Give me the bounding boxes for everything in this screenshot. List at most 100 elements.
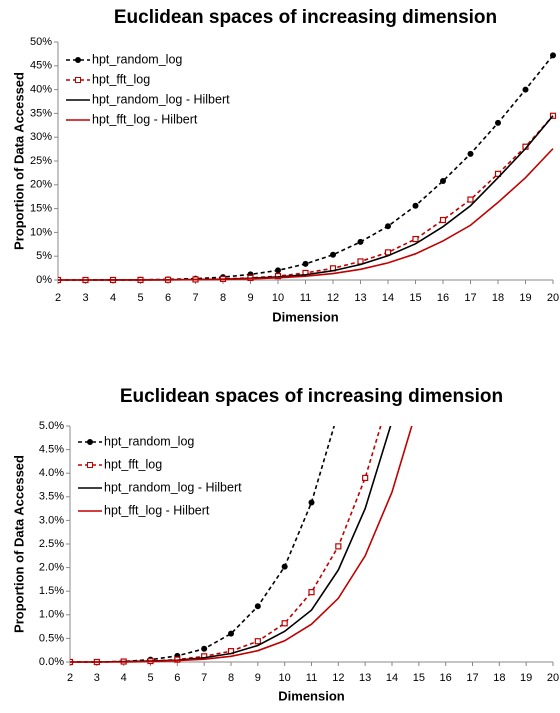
- x-tick-label: 18: [493, 672, 505, 684]
- x-tick-label: 3: [94, 672, 100, 684]
- marker: [308, 499, 315, 506]
- marker: [416, 254, 421, 259]
- series-line: [58, 54, 554, 281]
- x-tick-label: 4: [121, 672, 127, 684]
- legend-label: hpt_fft_log: [104, 457, 162, 471]
- x-tick-label: 18: [492, 292, 504, 304]
- y-tick-label: 4.5%: [39, 444, 64, 456]
- y-tick-label: 25%: [30, 155, 52, 167]
- x-tick-label: 9: [247, 292, 253, 304]
- x-tick-label: 19: [520, 672, 532, 684]
- series-line: [58, 148, 554, 281]
- x-axis-title: Dimension: [278, 688, 345, 703]
- marker: [467, 196, 474, 203]
- x-tick-label: 14: [382, 292, 394, 304]
- x-tick-label: 7: [192, 292, 198, 304]
- x-tick-label: 4: [110, 292, 116, 304]
- y-axis-title: Proportion of Data Accessed: [11, 455, 26, 633]
- y-tick-label: 20%: [30, 179, 52, 191]
- marker: [439, 216, 447, 224]
- x-tick-label: 16: [437, 292, 449, 304]
- marker: [357, 238, 364, 245]
- y-tick-label: 15%: [30, 203, 52, 215]
- plot-area: [58, 52, 557, 284]
- marker: [281, 563, 288, 570]
- legend-marker: [75, 77, 81, 83]
- y-tick-label: 2.5%: [39, 538, 64, 550]
- y-axis-title: Proportion of Data Accessed: [11, 72, 26, 250]
- marker: [412, 235, 419, 243]
- series-line: [70, 426, 413, 663]
- x-tick-label: 6: [165, 292, 171, 304]
- marker: [443, 65, 448, 70]
- x-tick-label: 12: [327, 292, 339, 304]
- y-tick-label: 5.0%: [39, 420, 64, 432]
- legend-label: hpt_fft_log - Hilbert: [92, 112, 198, 126]
- legend-label: hpt_random_log - Hilbert: [92, 92, 230, 106]
- marker: [335, 409, 341, 415]
- marker: [254, 603, 261, 610]
- marker: [330, 251, 336, 258]
- marker: [201, 645, 208, 652]
- legend-label: hpt_random_log: [92, 52, 182, 66]
- marker: [302, 260, 309, 267]
- x-tick-label: 5: [137, 292, 143, 304]
- x-tick-label: 15: [409, 292, 421, 304]
- y-tick-label: 1.5%: [39, 585, 64, 597]
- marker: [254, 638, 261, 645]
- x-tick-label: 7: [201, 672, 207, 684]
- x-tick-label: 11: [300, 292, 311, 304]
- x-tick-label: 19: [519, 292, 531, 304]
- series-line: [58, 115, 554, 281]
- legend-marker: [75, 57, 81, 63]
- marker: [389, 126, 395, 132]
- x-axis-title: Dimension: [272, 309, 339, 324]
- chart-title: Euclidean spaces of increasing dimension: [120, 386, 503, 407]
- marker: [308, 589, 315, 596]
- y-tick-label: 50%: [30, 36, 52, 48]
- marker: [412, 202, 419, 209]
- x-tick-label: 6: [174, 672, 180, 684]
- x-tick-label: 8: [228, 672, 234, 684]
- x-tick-label: 20: [547, 292, 559, 304]
- y-tick-label: 40%: [30, 84, 52, 96]
- x-tick-label: 2: [67, 672, 73, 684]
- y-tick-label: 4.0%: [39, 467, 64, 479]
- marker: [494, 170, 502, 177]
- chart-title: Euclidean spaces of increasing dimension: [114, 7, 497, 28]
- x-tick-label: 17: [466, 672, 478, 684]
- legend-label: hpt_fft_log - Hilbert: [104, 503, 210, 517]
- y-tick-label: 0.0%: [39, 656, 64, 668]
- marker: [228, 630, 234, 637]
- marker: [467, 150, 474, 157]
- y-tick-label: 0.5%: [39, 632, 64, 644]
- y-tick-label: 0%: [36, 274, 52, 286]
- marker: [281, 620, 288, 627]
- x-tick-label: 10: [272, 292, 284, 304]
- x-tick-label: 12: [332, 672, 344, 684]
- marker: [275, 267, 281, 274]
- marker: [550, 52, 556, 59]
- y-tick-label: 30%: [30, 131, 52, 143]
- x-tick-label: 10: [279, 672, 291, 684]
- marker: [385, 223, 391, 230]
- x-tick-label: 13: [359, 672, 371, 684]
- y-tick-label: 3.0%: [39, 514, 64, 526]
- marker: [362, 281, 368, 287]
- y-tick-label: 10%: [30, 226, 52, 238]
- x-tick-label: 16: [440, 672, 452, 684]
- x-tick-label: 11: [306, 672, 317, 684]
- legend-marker: [87, 439, 93, 445]
- marker: [362, 474, 369, 482]
- y-tick-label: 2.0%: [39, 562, 64, 574]
- y-tick-label: 35%: [30, 107, 52, 119]
- marker: [495, 119, 501, 126]
- x-tick-label: 17: [464, 292, 476, 304]
- legend-label: hpt_fft_log: [92, 72, 150, 86]
- x-tick-label: 9: [255, 672, 261, 684]
- x-tick-label: 8: [220, 292, 226, 304]
- marker: [335, 543, 342, 550]
- x-tick-label: 20: [547, 672, 559, 684]
- x-tick-label: 15: [413, 672, 425, 684]
